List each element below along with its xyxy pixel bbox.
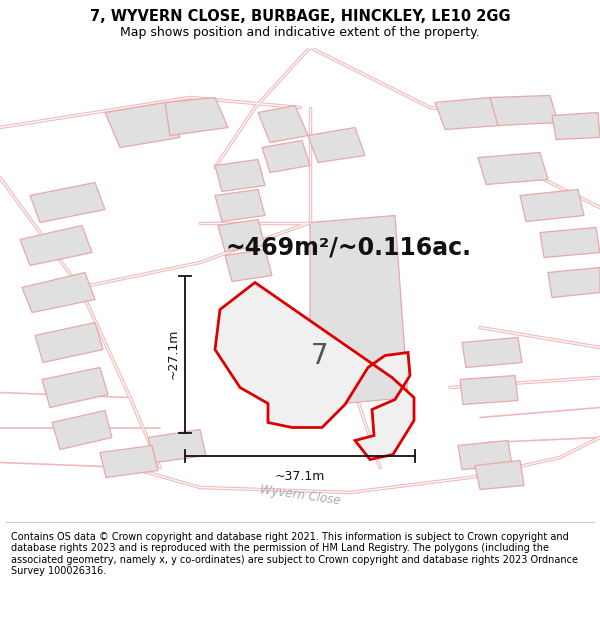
Polygon shape [35,322,103,362]
Polygon shape [262,141,310,172]
Polygon shape [268,216,408,406]
Polygon shape [165,98,228,136]
Polygon shape [258,106,308,142]
Polygon shape [148,429,206,462]
Polygon shape [215,159,265,191]
Polygon shape [218,219,265,251]
Polygon shape [478,152,548,184]
Text: ~37.1m: ~37.1m [275,469,325,482]
Text: 7: 7 [311,341,329,369]
Text: Map shows position and indicative extent of the property.: Map shows position and indicative extent… [120,26,480,39]
Text: Wyvern Close: Wyvern Close [259,483,341,508]
Text: 7, WYVERN CLOSE, BURBAGE, HINCKLEY, LE10 2GG: 7, WYVERN CLOSE, BURBAGE, HINCKLEY, LE10… [89,9,511,24]
Polygon shape [215,282,414,459]
Polygon shape [458,441,512,469]
Polygon shape [30,182,105,222]
Polygon shape [490,96,558,126]
Polygon shape [460,376,518,404]
Polygon shape [552,112,600,139]
Polygon shape [42,368,108,408]
Polygon shape [105,102,180,148]
Polygon shape [308,127,365,162]
Polygon shape [100,446,158,478]
Polygon shape [475,461,524,489]
Polygon shape [520,189,584,221]
Polygon shape [22,272,95,312]
Text: Contains OS data © Crown copyright and database right 2021. This information is : Contains OS data © Crown copyright and d… [11,531,578,576]
Text: ~27.1m: ~27.1m [167,329,179,379]
Polygon shape [548,268,600,298]
Polygon shape [225,249,272,281]
Text: ~469m²/~0.116ac.: ~469m²/~0.116ac. [225,236,471,259]
Polygon shape [435,98,500,129]
Polygon shape [462,338,522,367]
Polygon shape [20,226,92,266]
Polygon shape [215,189,265,221]
Polygon shape [540,228,600,258]
Polygon shape [52,411,112,449]
